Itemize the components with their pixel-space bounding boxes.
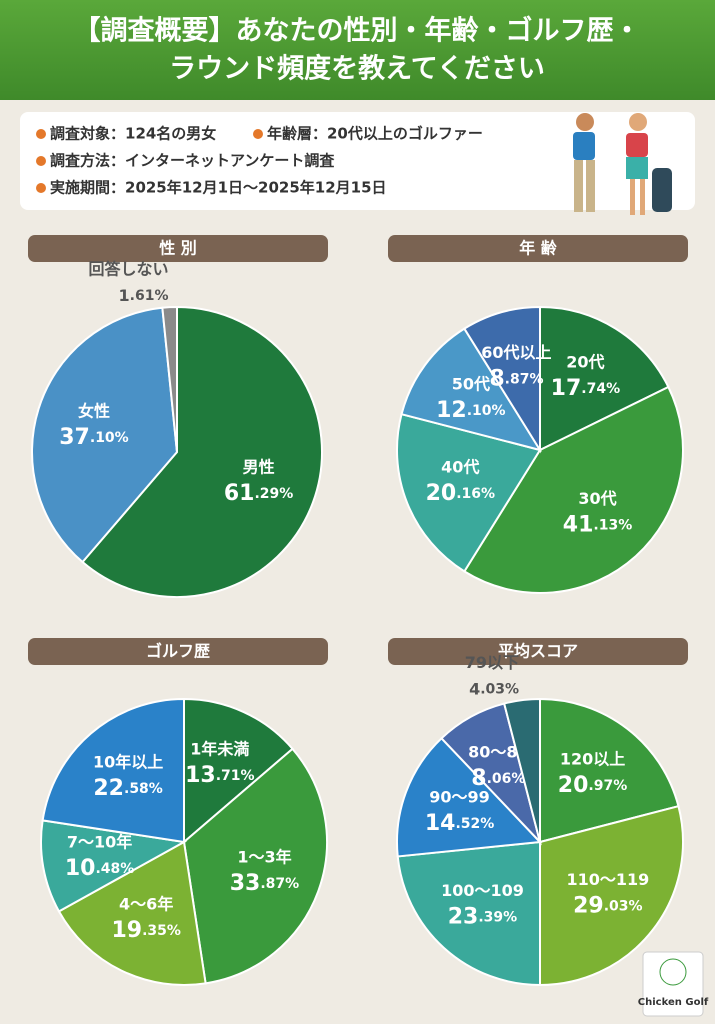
slice-value: 37.10% bbox=[59, 425, 128, 450]
slice-label: 4～6年 bbox=[119, 895, 173, 914]
slice-value: 8.06% bbox=[471, 766, 525, 791]
pie-slice bbox=[539, 305, 670, 452]
pie-slice bbox=[31, 306, 179, 564]
slice-value: 12.10% bbox=[436, 398, 505, 423]
chart-title: 性 別 bbox=[159, 239, 197, 258]
pie-slice bbox=[396, 736, 543, 858]
slice-value: 17.74% bbox=[551, 376, 620, 401]
slice-value: 1.61% bbox=[119, 286, 169, 305]
pie-slice bbox=[400, 327, 543, 452]
survey-item: 調査対象：124名の男女 bbox=[50, 125, 216, 143]
slice-label: 79以下 bbox=[465, 653, 519, 672]
section-header bbox=[388, 235, 688, 262]
logo-text: Chicken Golf bbox=[638, 997, 709, 1008]
pie-slice bbox=[396, 840, 541, 987]
pie-slice bbox=[462, 305, 541, 454]
slice-value: 20.97% bbox=[558, 773, 627, 798]
slice-value: 20.16% bbox=[426, 481, 495, 506]
slice-label: 60代以上 bbox=[481, 343, 551, 362]
slice-label: 40代 bbox=[441, 457, 479, 476]
slice-label: 7～10年 bbox=[67, 833, 132, 852]
title: ラウンド頻度を教えてください bbox=[169, 53, 545, 85]
section-header bbox=[388, 638, 688, 665]
slice-label: 女性 bbox=[78, 401, 110, 420]
chart-title: 年 齢 bbox=[519, 239, 558, 258]
pie-slice bbox=[41, 697, 185, 844]
pie-slice bbox=[539, 804, 684, 987]
pie-slice bbox=[183, 697, 294, 845]
slice-value: 10.48% bbox=[65, 856, 134, 881]
info-box bbox=[20, 112, 695, 210]
slice-label: 120以上 bbox=[560, 750, 625, 769]
slice-value: 13.71% bbox=[185, 763, 254, 788]
pie-slice bbox=[81, 305, 323, 598]
slice-value: 22.58% bbox=[93, 776, 162, 801]
pie-slice bbox=[539, 697, 680, 844]
header-band bbox=[0, 0, 715, 100]
slice-label: 回答しない bbox=[88, 260, 168, 279]
chart-title: 平均スコア bbox=[498, 642, 578, 661]
chart-title: ゴルフ歴 bbox=[146, 642, 210, 661]
pie-slice bbox=[462, 385, 684, 594]
slice-label: 80～89 bbox=[468, 742, 529, 761]
slice-label: 男性 bbox=[243, 458, 275, 477]
slice-label: 30代 bbox=[578, 489, 616, 508]
slice-value: 8.87% bbox=[489, 367, 543, 392]
survey-item: 年齢層：20代以上のゴルファー bbox=[267, 125, 483, 143]
pie-slice bbox=[161, 305, 178, 453]
slice-value: 4.03% bbox=[469, 679, 519, 698]
slice-value: 29.03% bbox=[573, 894, 642, 919]
slice-label: 20代 bbox=[566, 353, 604, 372]
slice-value: 61.29% bbox=[224, 481, 293, 506]
pie-slice bbox=[396, 412, 542, 573]
bullets bbox=[36, 129, 263, 193]
section-header bbox=[28, 235, 328, 262]
logo: Chicken Golf bbox=[638, 951, 709, 1017]
slice-value: 33.87% bbox=[230, 871, 299, 896]
section-header bbox=[28, 638, 328, 665]
slice-label: 10年以上 bbox=[93, 752, 163, 771]
slice-label: 100～109 bbox=[441, 881, 524, 900]
pie-slice bbox=[57, 840, 207, 986]
pie-slice bbox=[40, 819, 188, 913]
survey-item: 実施期間：2025年12月1日～2025年12月15日 bbox=[50, 179, 387, 197]
slice-label: 50代 bbox=[452, 375, 490, 394]
slice-label: 1年未満 bbox=[190, 740, 249, 759]
slice-label: 110～119 bbox=[566, 870, 649, 889]
slice-value: 19.35% bbox=[111, 918, 180, 943]
slice-value: 41.13% bbox=[563, 513, 632, 538]
slice-value: 23.39% bbox=[448, 905, 517, 930]
title: 【調査概要】あなたの性別・年齢・ゴルフ歴・ bbox=[74, 15, 641, 47]
slice-value: 14.52% bbox=[425, 811, 494, 836]
slice-label: 90～99 bbox=[429, 788, 490, 807]
survey-item: 調査方法：インターネットアンケート調査 bbox=[50, 152, 335, 170]
pie-slice bbox=[502, 697, 541, 843]
slice-label: 1～3年 bbox=[237, 847, 291, 866]
pie-slice bbox=[182, 747, 328, 985]
golfer-illustration bbox=[573, 113, 672, 215]
